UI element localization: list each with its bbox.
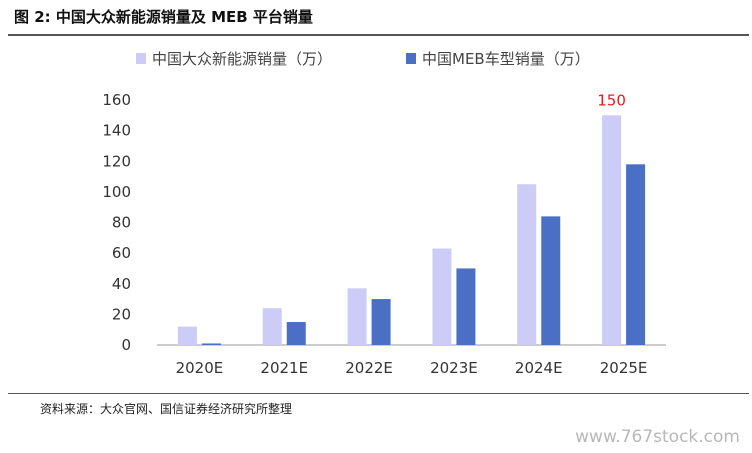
- x-tick-label: 2025E: [600, 359, 648, 377]
- bar-series-2: [286, 322, 306, 345]
- figure-title: 图 2: 中国大众新能源销量及 MEB 平台销量: [14, 8, 313, 26]
- bar-series-2: [201, 343, 221, 345]
- x-tick-label: 2021E: [260, 359, 308, 377]
- y-tick-label: 40: [112, 275, 131, 293]
- y-tick-label: 120: [102, 152, 131, 170]
- legend-swatch-series-2: [406, 53, 416, 64]
- bars: [177, 115, 646, 345]
- x-tick-label: 2022E: [345, 359, 393, 377]
- y-tick-label: 160: [102, 91, 131, 109]
- x-tick-label: 2023E: [430, 359, 478, 377]
- bar-series-2: [371, 299, 391, 345]
- bottom-rule: [8, 393, 749, 394]
- y-tick-label: 140: [102, 122, 131, 140]
- legend-swatch-series-1: [136, 53, 146, 64]
- y-tick-label: 100: [102, 183, 131, 201]
- annotations: 150: [597, 91, 626, 109]
- x-axis-labels: 2020E 2021E 2022E 2023E 2024E 2025E: [176, 359, 648, 377]
- bar-series-1: [602, 115, 622, 345]
- chart: 中国大众新能源销量（万） 中国MEB车型销量（万） 0 20 40 60 80 100 12…: [102, 50, 666, 377]
- bar-series-1: [177, 326, 197, 345]
- bar-series-2: [541, 216, 561, 345]
- x-tick-label: 2020E: [176, 359, 224, 377]
- source-note: 资料来源：大众官网、国信证券经济研究所整理: [40, 402, 293, 416]
- bar-series-2: [456, 268, 476, 345]
- legend: 中国大众新能源销量（万） 中国MEB车型销量（万）: [136, 50, 590, 68]
- bar-series-2: [626, 164, 646, 345]
- y-tick-label: 0: [121, 336, 131, 354]
- bar-series-1: [262, 308, 282, 345]
- y-tick-label: 60: [112, 244, 131, 262]
- y-tick-label: 20: [112, 305, 131, 323]
- x-tick-label: 2024E: [515, 359, 563, 377]
- data-label-annotation: 150: [597, 91, 626, 109]
- bar-series-1: [517, 184, 537, 345]
- legend-label-series-1: 中国大众新能源销量（万）: [152, 50, 332, 68]
- top-rule: [8, 34, 749, 36]
- legend-label-series-2: 中国MEB车型销量（万）: [422, 50, 590, 68]
- y-tick-label: 80: [112, 214, 131, 232]
- bar-series-1: [347, 288, 367, 345]
- bar-series-1: [432, 248, 452, 345]
- y-axis-ticks: 0 20 40 60 80 100 120 140 160: [102, 91, 131, 354]
- watermark: www.767stock.com: [575, 427, 740, 447]
